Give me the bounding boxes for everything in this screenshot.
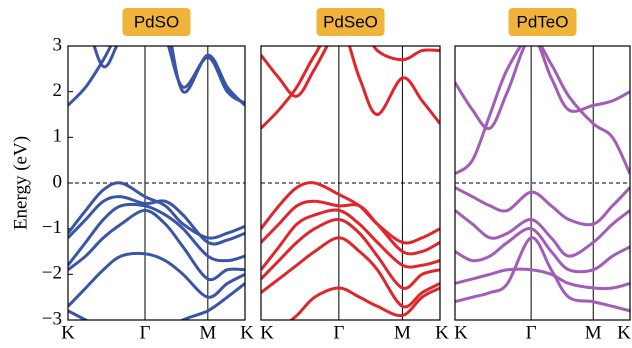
band-line [261, 46, 440, 98]
y-tick-label: 0 [53, 171, 63, 192]
title-badge [316, 8, 385, 36]
x-tick-label: K [617, 322, 631, 343]
band-line [261, 181, 440, 245]
x-tick-label: Γ [526, 322, 537, 343]
x-tick-label: M [585, 322, 602, 343]
band-line [68, 202, 245, 267]
band-line [261, 236, 440, 309]
x-tick-label: K [435, 322, 449, 343]
bands [261, 46, 440, 320]
title-badge [122, 8, 191, 36]
band-line [68, 251, 245, 308]
band-line [68, 46, 245, 107]
y-tick-label: −1 [42, 217, 62, 238]
x-tick-label: M [394, 322, 411, 343]
chart-title: PdSO [134, 12, 179, 31]
band-line [455, 236, 630, 313]
y-tick-label: 3 [53, 34, 63, 55]
band-line [68, 195, 245, 246]
band-line [92, 46, 245, 105]
band-line [455, 227, 630, 274]
band-line [261, 46, 440, 130]
band-line [455, 186, 630, 227]
band-line [455, 46, 630, 131]
band-line [261, 218, 440, 290]
x-tick-label: K [61, 322, 75, 343]
chart-title: PdSeO [323, 12, 378, 31]
band-line [68, 282, 245, 320]
y-tick-label: −3 [42, 308, 62, 329]
band-line [455, 209, 630, 258]
y-tick-label: −2 [42, 263, 62, 284]
y-axis-label: Energy (eV) [10, 136, 31, 230]
y-tick-label: 1 [53, 126, 63, 147]
x-tick-label: Γ [333, 322, 344, 343]
x-tick-label: Γ [140, 322, 151, 343]
plot-frame [67, 45, 246, 321]
band-line [261, 208, 440, 271]
chart-title: PdTeO [517, 12, 569, 31]
band-line [455, 267, 630, 291]
band-line [68, 208, 245, 282]
title-badge [508, 8, 577, 36]
x-tick-label: K [260, 322, 274, 343]
x-tick-label: K [454, 322, 468, 343]
x-tick-label: M [199, 322, 216, 343]
plot-frame [454, 45, 631, 321]
y-tick-label: 2 [53, 80, 63, 101]
plot-frame [260, 45, 441, 321]
x-tick-label: K [240, 322, 254, 343]
bands [68, 46, 245, 320]
band-line [289, 286, 440, 320]
band-line [261, 199, 440, 256]
bands [455, 46, 630, 313]
